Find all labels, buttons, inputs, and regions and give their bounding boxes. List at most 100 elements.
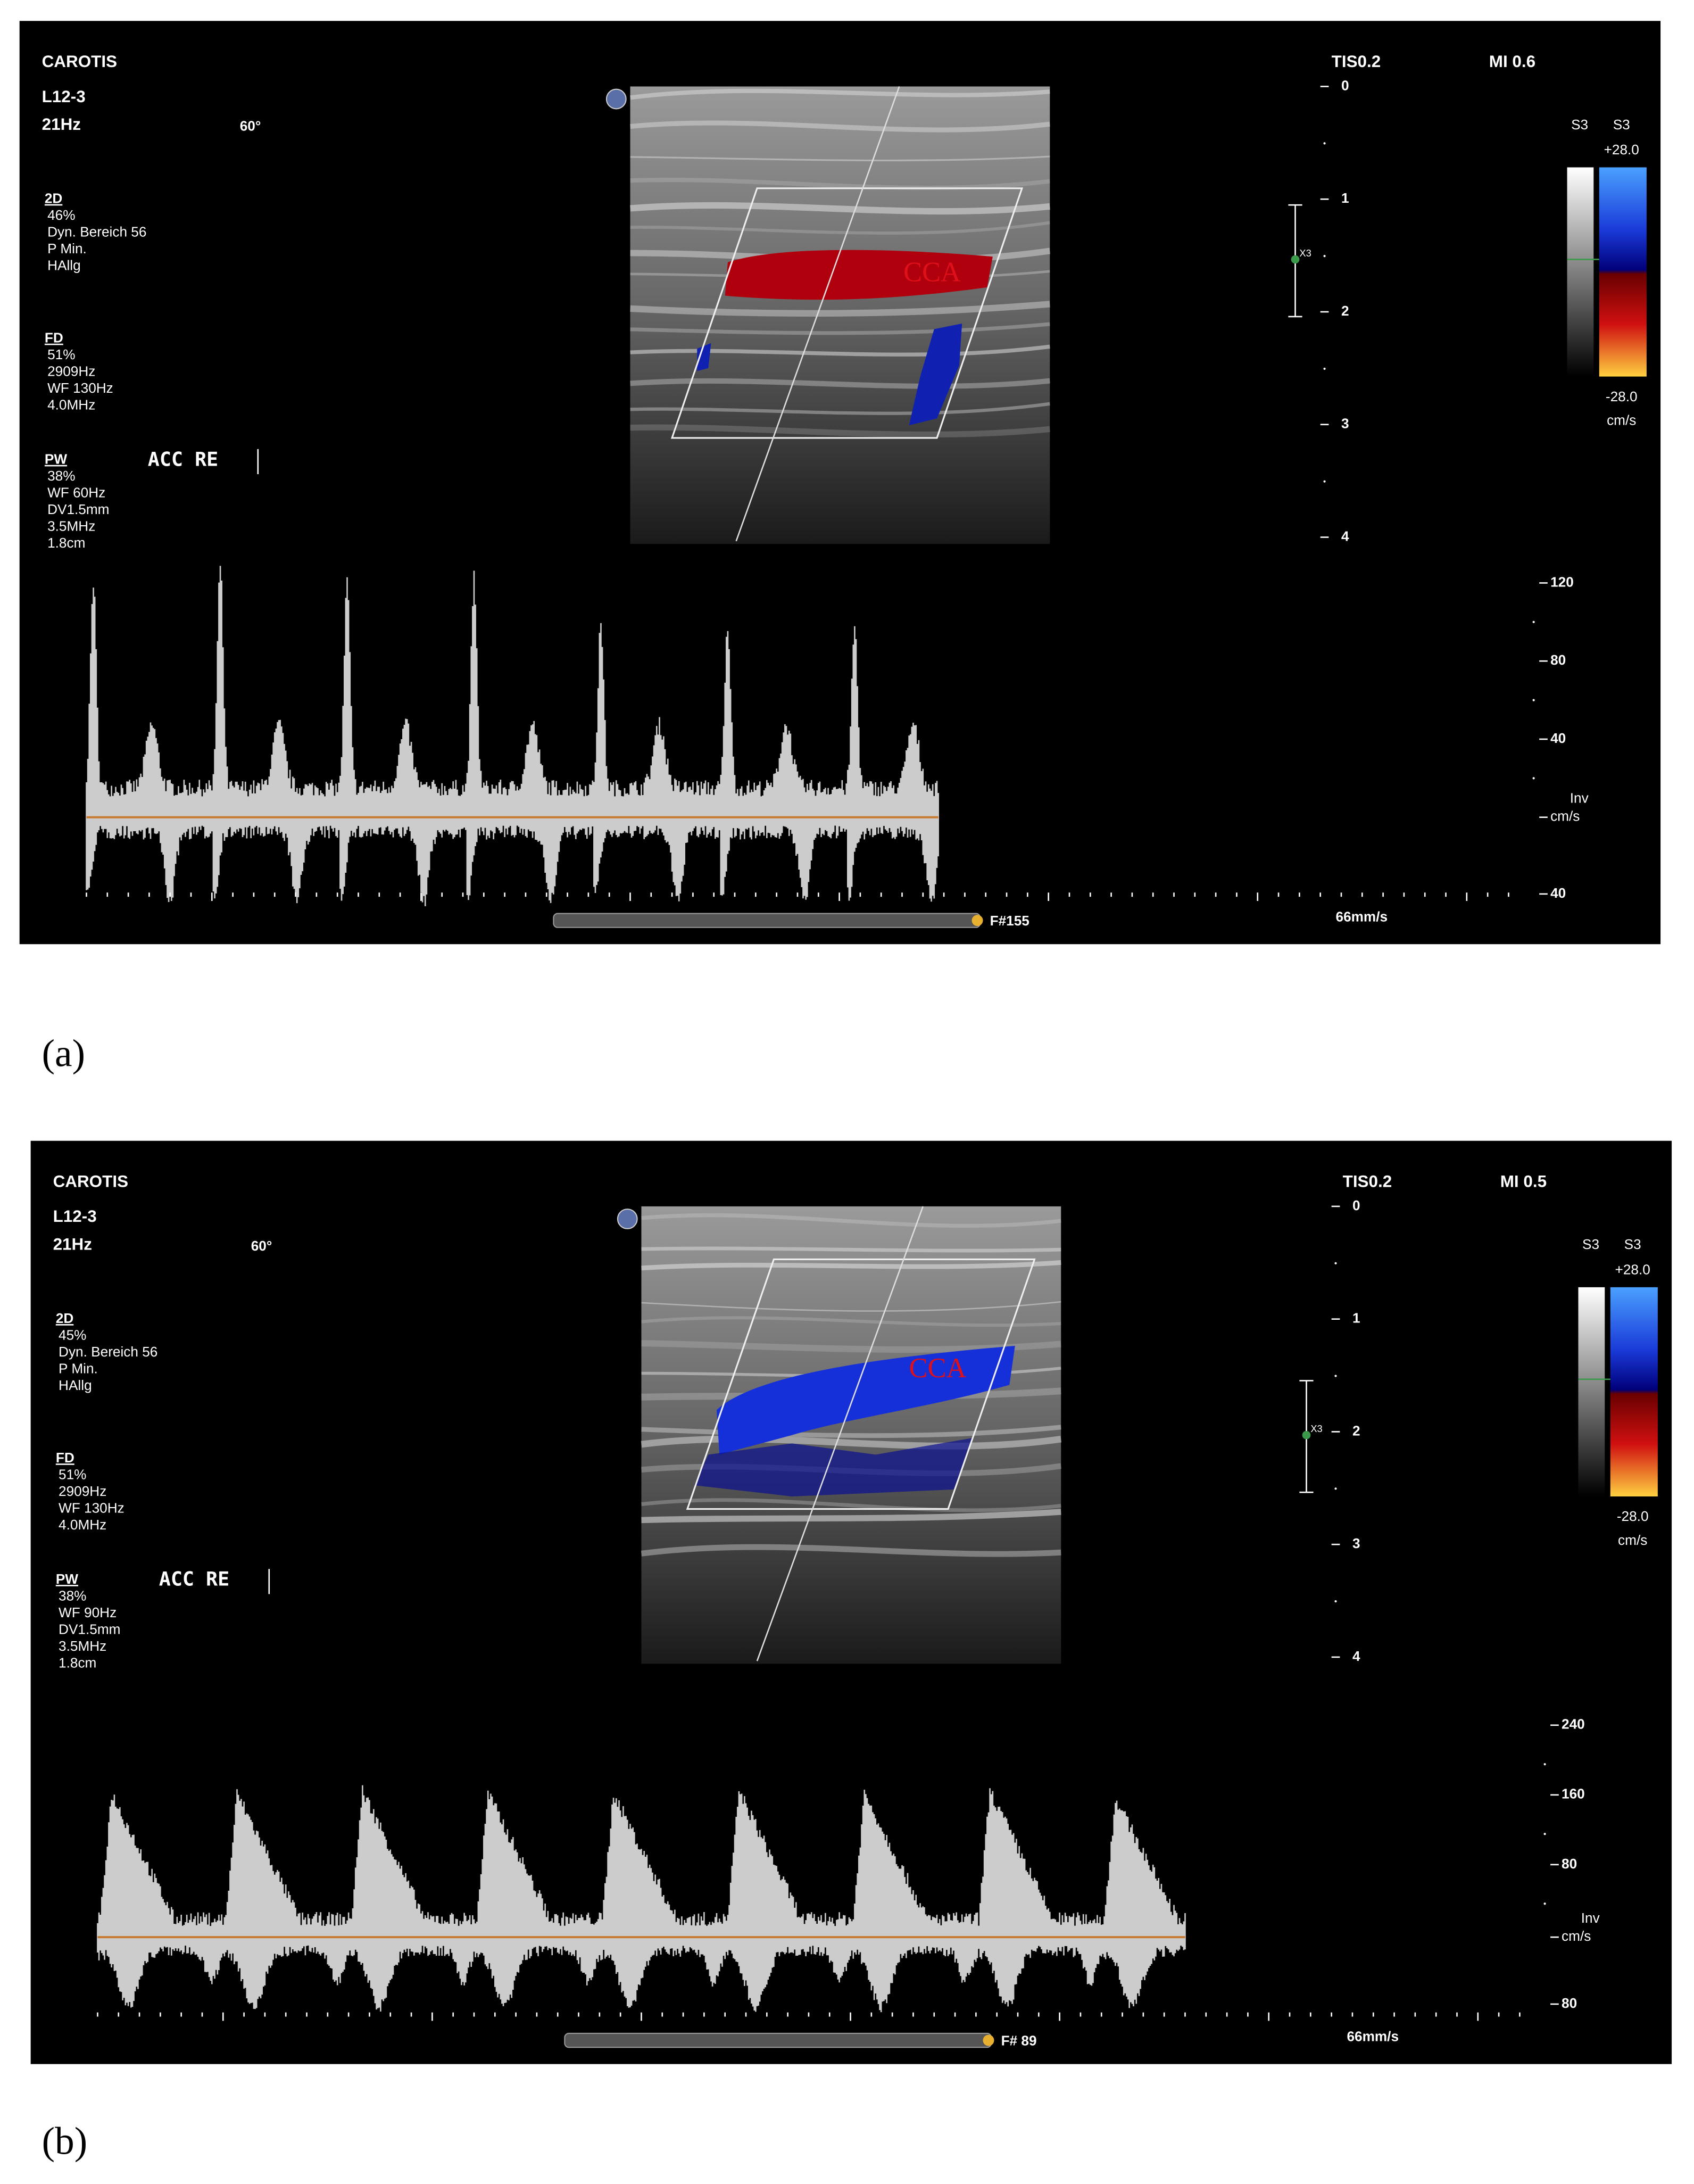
- velocity-unit: cm/s: [1550, 808, 1580, 824]
- color-flow: [694, 1437, 974, 1496]
- gray-map: S3: [1571, 117, 1588, 133]
- color-flow: [697, 343, 711, 371]
- velocity-dot: [1532, 699, 1535, 701]
- settings-title: FD: [56, 1450, 74, 1466]
- color-map: S3: [1613, 117, 1630, 133]
- color-bar: [1610, 1287, 1658, 1496]
- depth-label: 4: [1341, 528, 1349, 544]
- depth-dot: [1323, 142, 1326, 145]
- depth-label: 2: [1352, 1422, 1360, 1438]
- bmode-image: [630, 86, 1050, 544]
- settings-title: PW: [56, 1571, 78, 1587]
- tissue-layer: [630, 344, 1050, 357]
- vessel-label: CCA: [909, 1353, 967, 1384]
- tissue-layer: [641, 1213, 1061, 1228]
- settings-title: 2D: [45, 191, 62, 206]
- scale-max: +28.0: [1615, 1261, 1650, 1277]
- settings-line: WF 130Hz: [59, 1500, 124, 1516]
- probe-marker: [605, 88, 627, 110]
- tissue-layer: [630, 221, 1050, 235]
- scale-unit: cm/s: [1607, 412, 1636, 428]
- settings-line: WF 60Hz: [47, 485, 105, 501]
- preset: CAROTIS: [53, 1172, 128, 1191]
- settings-line: HAllg: [59, 1377, 92, 1393]
- settings-line: 2909Hz: [59, 1483, 106, 1499]
- settings-title: FD: [45, 330, 63, 346]
- settings-line: 4.0MHz: [59, 1517, 106, 1533]
- settings-line: 38%: [47, 468, 75, 484]
- tissue-layer: [630, 202, 1050, 215]
- color-box: [670, 187, 1024, 439]
- focus-dot: [1302, 1430, 1311, 1440]
- settings-line: HAllg: [47, 257, 81, 273]
- depth-label: 0: [1352, 1197, 1360, 1213]
- color-flow: [725, 250, 993, 300]
- velocity-label: 40: [1550, 730, 1566, 746]
- depth-dot: [1334, 1375, 1337, 1377]
- tissue-layer: [630, 120, 1050, 133]
- color-map: S3: [1624, 1236, 1641, 1252]
- depth-dot: [1334, 1600, 1337, 1603]
- settings-line: DV1.5mm: [59, 1622, 120, 1637]
- frame-number: F# 89: [1001, 2033, 1037, 2049]
- tissue-layer: [630, 155, 1050, 162]
- ultrasound-screen: CAROTIS L12-3 21Hz 60° TIS0.2 MI 0.6 2D46%Dyn.…: [19, 21, 1661, 945]
- gray-bar: [1578, 1287, 1605, 1496]
- settings-title: 2D: [56, 1310, 73, 1326]
- time-ticks: [86, 892, 1509, 901]
- sweep-speed: 66mm/s: [1347, 2029, 1399, 2045]
- velocity-dot: [1543, 1902, 1546, 1905]
- sample-location: ACC RE: [148, 448, 218, 470]
- focus-marker: X3: [1299, 247, 1311, 259]
- depth-dot: [1323, 367, 1326, 370]
- tissue-layer: [630, 322, 1050, 335]
- scroll-bar: [564, 2032, 992, 2048]
- settings-line: 46%: [47, 207, 75, 223]
- vessel-label: CCA: [903, 257, 961, 287]
- velocity-unit: cm/s: [1562, 1928, 1591, 1944]
- settings-line: WF 130Hz: [47, 380, 113, 396]
- settings-line: 1.8cm: [59, 1654, 96, 1670]
- gray-bar: [1567, 167, 1594, 377]
- scale-unit: cm/s: [1618, 1532, 1647, 1548]
- velocity-dot: [1532, 777, 1535, 780]
- velocity-dot: [1543, 1833, 1546, 1835]
- probe: L12-3: [53, 1207, 97, 1226]
- velocity-label: 120: [1550, 574, 1574, 590]
- doppler-cursor: [756, 1206, 924, 1661]
- depth-label: 1: [1352, 1310, 1360, 1326]
- sweep-speed: 66mm/s: [1336, 908, 1388, 924]
- tissue-layer: [641, 1425, 1061, 1438]
- depth-dot: [1334, 1262, 1337, 1264]
- velocity-dot: [1532, 621, 1535, 623]
- settings-line: 51%: [47, 346, 75, 362]
- depth-label: 1: [1341, 190, 1349, 206]
- settings-line: 2909Hz: [47, 363, 95, 379]
- invert-label: Inv: [1570, 790, 1589, 806]
- steer-angle: 60°: [251, 1238, 272, 1254]
- color-box: [686, 1258, 1036, 1510]
- velocity-label: 80: [1562, 1856, 1577, 1872]
- tissue-layer: [641, 1544, 1061, 1557]
- color-bar: [1599, 167, 1647, 377]
- tissue-layer: [629, 88, 1050, 100]
- scroll-thumb: [983, 2034, 994, 2046]
- settings-line: 4.0MHz: [47, 397, 95, 413]
- settings-line: 3.5MHz: [59, 1638, 106, 1654]
- settings-line: 45%: [59, 1327, 86, 1343]
- tissue-layer: [641, 1246, 1061, 1253]
- time-ticks: [97, 2012, 1521, 2021]
- frame-rate: 21Hz: [42, 115, 81, 134]
- settings-line: DV1.5mm: [47, 501, 109, 517]
- tissue-layer: [630, 402, 1050, 415]
- tissue-layer: [641, 1435, 1062, 1450]
- settings-line: P Min.: [59, 1360, 98, 1376]
- panel-caption: (a): [42, 1031, 85, 1074]
- velocity-label: 240: [1562, 1716, 1585, 1732]
- settings-line: Dyn. Bereich 56: [47, 224, 146, 240]
- scroll-thumb: [971, 915, 983, 926]
- settings-line: WF 90Hz: [59, 1604, 117, 1620]
- velocity-dot: [1543, 1763, 1546, 1766]
- scroll-bar: [553, 913, 981, 928]
